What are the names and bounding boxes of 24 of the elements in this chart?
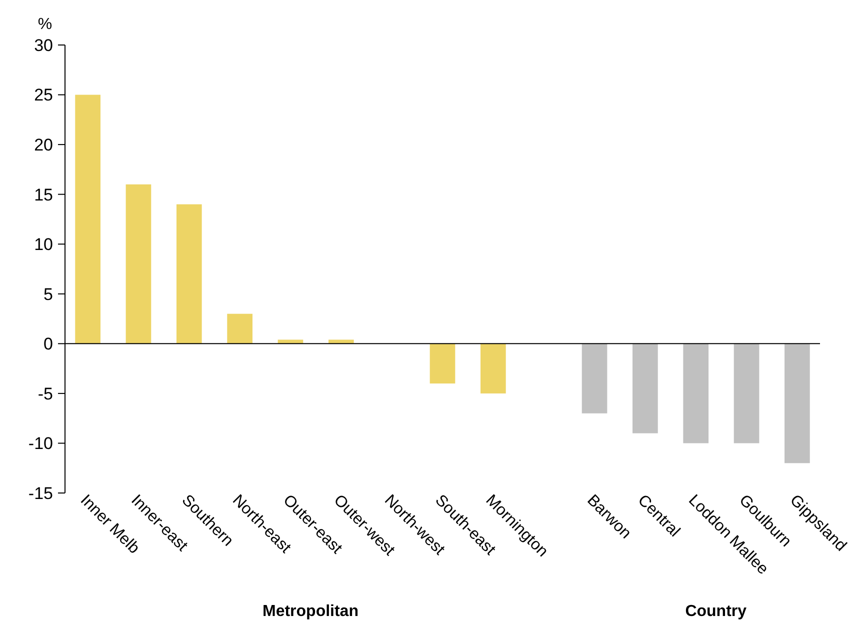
- y-tick-label: -15: [28, 484, 53, 503]
- y-tick-label: -5: [38, 384, 53, 404]
- y-tick-label: 0: [44, 334, 53, 354]
- y-tick-label: 30: [34, 36, 53, 55]
- text: Country: [685, 603, 747, 620]
- bar: [430, 344, 456, 384]
- y-tick-label: 10: [34, 235, 53, 254]
- bar: [784, 344, 810, 464]
- text: Metropolitan: [262, 603, 358, 620]
- bar: [734, 344, 760, 444]
- bar: [582, 344, 608, 414]
- bar: [632, 344, 658, 434]
- y-tick-label: 25: [34, 86, 53, 105]
- bar: [126, 184, 152, 344]
- y-axis-title: %: [38, 16, 52, 33]
- bar: [227, 314, 252, 344]
- bar: [683, 344, 709, 444]
- bar: [480, 344, 506, 394]
- y-tick-label: -10: [28, 434, 53, 454]
- y-tick-label: 5: [44, 284, 53, 304]
- bar: [176, 204, 202, 344]
- bar: [75, 94, 100, 344]
- y-tick-label: 20: [34, 136, 53, 155]
- y-tick-label: 15: [34, 185, 53, 204]
